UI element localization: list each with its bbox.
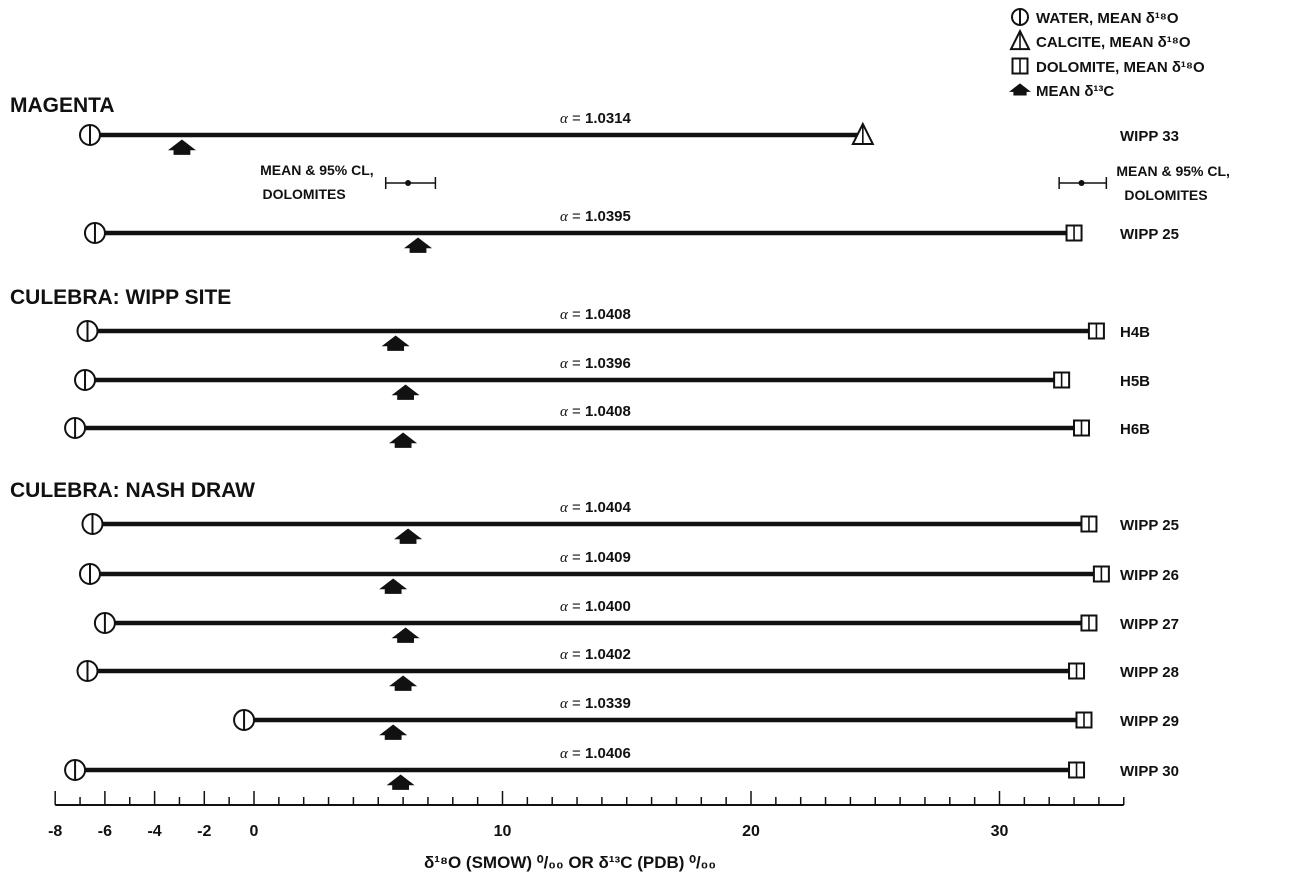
d13c-marker: [389, 675, 418, 691]
d13c-marker: [379, 578, 408, 594]
water-marker: [64, 417, 87, 439]
group-title: CULEBRA: NASH DRAW: [10, 479, 255, 502]
group-title: CULEBRA: WIPP SITE: [10, 286, 231, 309]
well-label: H5B: [1120, 373, 1150, 390]
water-marker: [76, 660, 99, 682]
d13c-marker: [389, 432, 418, 448]
well-label: WIPP 27: [1120, 616, 1179, 633]
dolomite-marker: [1075, 711, 1093, 729]
water-marker: [76, 320, 99, 342]
x-tick-label: 30: [991, 823, 1009, 840]
water-marker: [93, 612, 116, 634]
d13c-marker: [167, 139, 196, 155]
legend-circle-icon: [1011, 8, 1029, 26]
legend-square-icon: [1011, 57, 1029, 75]
x-tick-label: -6: [98, 823, 112, 840]
d13c-marker: [404, 237, 433, 253]
well-label: WIPP 26: [1120, 567, 1179, 584]
water-marker: [81, 513, 104, 535]
alpha-label: α = 1.0402: [560, 646, 631, 663]
alpha-label: α = 1.0396: [560, 355, 631, 372]
d13c-marker: [394, 528, 423, 544]
d13c-marker: [379, 724, 408, 740]
well-label: WIPP 30: [1120, 763, 1179, 780]
well-label: WIPP 25: [1120, 517, 1179, 534]
legend-triangle-icon: [1009, 28, 1031, 51]
d13c-marker: [391, 384, 420, 400]
water-marker: [83, 222, 106, 244]
alpha-label: α = 1.0395: [560, 208, 631, 225]
alpha-label: α = 1.0408: [560, 403, 631, 420]
well-label: WIPP 29: [1120, 713, 1179, 730]
dolomite-marker: [1073, 419, 1091, 437]
water-marker: [78, 124, 101, 146]
dolomite-marker: [1080, 614, 1098, 632]
dolomite-marker: [1068, 761, 1086, 779]
d13c-marker: [381, 335, 410, 351]
alpha-label: α = 1.0314: [560, 110, 632, 127]
well-label: WIPP 33: [1120, 128, 1179, 145]
legend-label: DOLOMITE, MEAN δ¹⁸O: [1036, 59, 1205, 76]
ci-mean: [405, 180, 412, 186]
well-label: WIPP 28: [1120, 664, 1179, 681]
x-tick-label: 0: [250, 823, 259, 840]
alpha-label: α = 1.0400: [560, 598, 631, 615]
ci-mean: [1078, 180, 1085, 186]
cl-label: MEAN & 95% CL,: [260, 162, 374, 178]
water-marker: [64, 759, 87, 781]
well-label: WIPP 25: [1120, 226, 1179, 243]
calcite-marker: [851, 121, 875, 145]
dolomite-marker: [1087, 322, 1105, 340]
dolomite-marker: [1068, 662, 1086, 680]
dolomite-marker: [1065, 224, 1083, 242]
legend-label: MEAN δ¹³C: [1036, 83, 1114, 100]
legend-arrow-icon: [1009, 83, 1031, 96]
cl-label: DOLOMITES: [1124, 187, 1207, 203]
alpha-label: α = 1.0406: [560, 745, 631, 762]
alpha-label: α = 1.0409: [560, 549, 631, 566]
cl-label: MEAN & 95% CL,: [1116, 163, 1230, 179]
alpha-label: α = 1.0404: [560, 499, 632, 516]
alpha-label: α = 1.0339: [560, 695, 631, 712]
legend-label: CALCITE, MEAN δ¹⁸O: [1036, 34, 1191, 51]
x-tick-label: -2: [197, 823, 211, 840]
x-tick-label: -4: [147, 823, 161, 840]
well-label: H4B: [1120, 324, 1150, 341]
d13c-marker: [391, 627, 420, 643]
dolomite-marker: [1092, 565, 1110, 583]
x-axis-label: δ¹⁸O (SMOW) ⁰/₀₀ OR δ¹³C (PDB) ⁰/₀₀: [424, 853, 716, 872]
dolomite-marker: [1053, 371, 1071, 389]
water-marker: [233, 709, 256, 731]
d13c-marker: [386, 774, 415, 790]
water-marker: [74, 369, 97, 391]
water-marker: [78, 563, 101, 585]
dolomite-marker: [1080, 515, 1098, 533]
x-tick-label: 20: [742, 823, 760, 840]
well-label: H6B: [1120, 421, 1150, 438]
x-tick-label: -8: [48, 823, 62, 840]
alpha-label: α = 1.0408: [560, 306, 631, 323]
legend-label: WATER, MEAN δ¹⁸O: [1036, 10, 1179, 27]
group-title: MAGENTA: [10, 94, 115, 117]
x-tick-label: 10: [494, 823, 512, 840]
cl-label: DOLOMITES: [262, 186, 345, 202]
